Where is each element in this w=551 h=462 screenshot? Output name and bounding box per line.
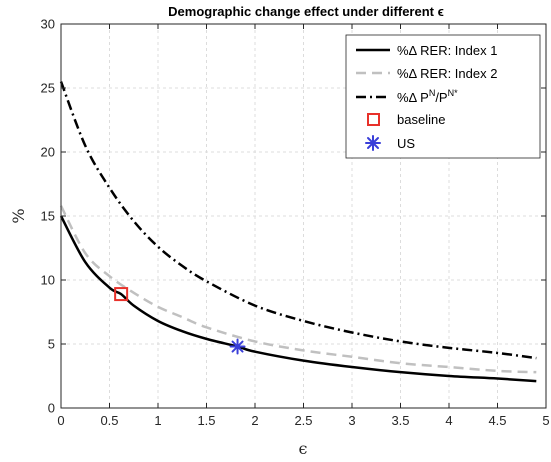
tick-layer: 0 0.5 1 1.5 2 2.5 3 3.5 4 4.5 5 0 5 10 15 20 25 30	[41, 17, 550, 429]
y-axis-label: %	[9, 208, 28, 223]
legend: %Δ RER: Index 1 %Δ RER: Index 2 %Δ PN/PN…	[345, 34, 541, 159]
x-tick-label: 2	[251, 413, 258, 428]
legend-swatch-baseline	[367, 113, 380, 126]
x-tick-label: 2.5	[294, 413, 312, 428]
x-tick-label: 3	[348, 413, 355, 428]
legend-label-pn-main: %Δ P	[397, 90, 429, 105]
x-tick-label: 0.5	[100, 413, 118, 428]
legend-label-index2: %Δ RER: Index 2	[397, 66, 497, 81]
legend-label-pn-sup2: N*	[448, 88, 458, 98]
y-tick-label: 0	[48, 401, 55, 416]
x-tick-label: 1.5	[197, 413, 215, 428]
x-axis-label: ϵ	[299, 439, 308, 458]
legend-label-baseline: baseline	[397, 112, 445, 127]
marker-us-stroke	[231, 340, 244, 353]
x-tick-label: 1	[154, 413, 161, 428]
legend-label-pn-sup1: N	[429, 88, 436, 98]
x-tick-label: 5	[542, 413, 549, 428]
grid-layer	[61, 24, 546, 408]
legend-label-us: US	[397, 136, 415, 151]
series-line-pn-ratio	[59, 81, 537, 360]
y-tick-label: 5	[48, 337, 55, 352]
marker-us	[229, 338, 246, 355]
marker-baseline	[114, 287, 129, 302]
x-tick-label: 4	[445, 413, 452, 428]
y-tick-label: 25	[41, 81, 55, 96]
marker-layer	[114, 287, 246, 355]
legend-label-index1: %Δ RER: Index 1	[397, 43, 497, 58]
legend-label-pn: %Δ PN/PN*	[397, 88, 458, 105]
x-tick-label: 0	[57, 413, 64, 428]
chart-title: Demographic change effect under differen…	[168, 4, 444, 19]
x-tick-label: 4.5	[488, 413, 506, 428]
x-tick-label: 3.5	[391, 413, 409, 428]
y-tick-label: 10	[41, 273, 55, 288]
y-tick-label: 20	[41, 145, 55, 160]
y-tick-label: 30	[41, 17, 55, 32]
legend-label-pn-mid: /P	[435, 90, 447, 105]
series-line-rer-index2	[59, 205, 537, 374]
legend-swatch-us	[365, 135, 381, 151]
y-tick-label: 15	[41, 209, 55, 224]
